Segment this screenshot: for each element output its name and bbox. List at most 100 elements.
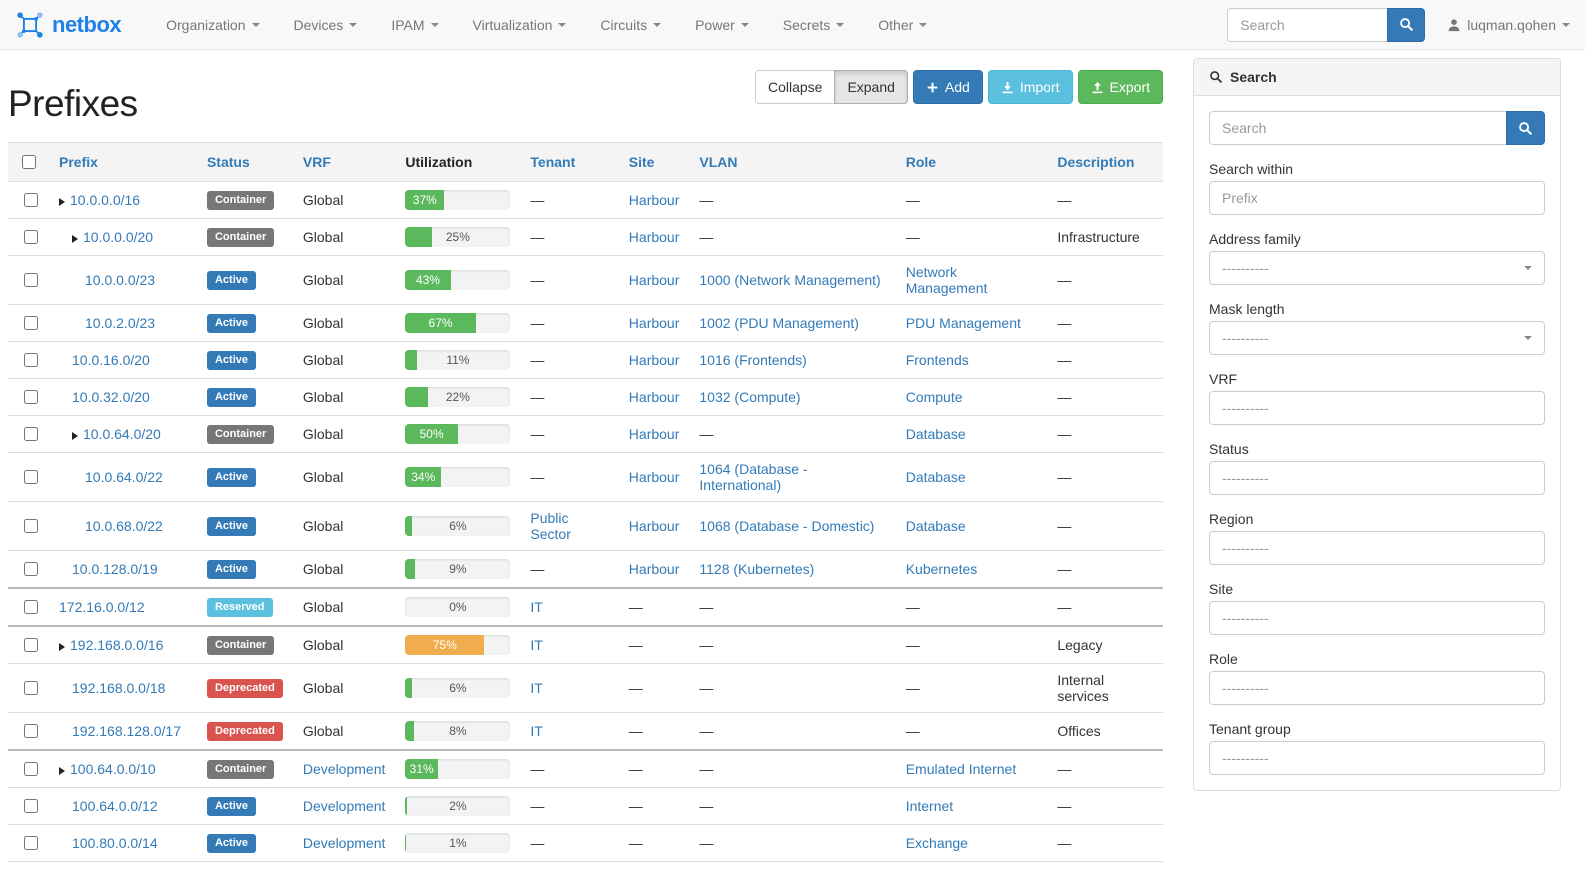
column-header-label[interactable]: Status: [206, 154, 250, 170]
vrf-value[interactable]: Development: [302, 798, 386, 814]
global-search-input[interactable]: [1227, 7, 1388, 42]
expand-caret-icon[interactable]: [72, 432, 78, 440]
prefix-link[interactable]: 192.168.128.0/17: [72, 723, 181, 739]
tenant-link[interactable]: IT: [530, 599, 543, 615]
column-header-label[interactable]: VLAN: [699, 154, 738, 170]
column-header-label[interactable]: Site: [628, 154, 655, 170]
vlan-link[interactable]: 1064 (Database - International): [699, 461, 808, 493]
role-select[interactable]: ----------: [1209, 671, 1545, 705]
role-link[interactable]: Compute: [905, 389, 963, 405]
role-link[interactable]: Emulated Internet: [905, 761, 1017, 777]
tenant-group-select[interactable]: ----------: [1209, 741, 1545, 775]
status-select[interactable]: ----------: [1209, 461, 1545, 495]
search-within-input[interactable]: [1209, 181, 1545, 215]
prefix-link[interactable]: 192.168.0.0/16: [70, 637, 164, 653]
prefix-link[interactable]: 10.0.68.0/22: [85, 518, 163, 534]
site-link[interactable]: Harbour: [628, 229, 680, 245]
expand-caret-icon[interactable]: [59, 198, 65, 206]
row-checkbox[interactable]: [24, 193, 38, 207]
role-link[interactable]: Network Management: [905, 264, 988, 296]
filter-search-button[interactable]: [1506, 111, 1545, 145]
expand-caret-icon[interactable]: [59, 643, 65, 651]
vrf-value[interactable]: Development: [302, 835, 386, 851]
prefix-link[interactable]: 10.0.32.0/20: [72, 389, 150, 405]
vlan-link[interactable]: 1032 (Compute): [699, 389, 801, 405]
row-checkbox[interactable]: [24, 762, 38, 776]
row-checkbox[interactable]: [24, 562, 38, 576]
tenant-link[interactable]: IT: [530, 637, 543, 653]
add-button[interactable]: Add: [912, 70, 983, 104]
column-header-label[interactable]: Prefix: [59, 154, 98, 170]
nav-item-devices[interactable]: Devices: [277, 0, 375, 50]
nav-item-secrets[interactable]: Secrets: [766, 0, 861, 50]
role-link[interactable]: Database: [905, 426, 966, 442]
vlan-link[interactable]: 1002 (PDU Management): [699, 315, 859, 331]
role-link[interactable]: Exchange: [905, 835, 968, 851]
mask-length-select[interactable]: ----------: [1209, 321, 1545, 355]
nav-item-circuits[interactable]: Circuits: [583, 0, 678, 50]
prefix-link[interactable]: 10.0.0.0/16: [70, 192, 141, 208]
site-link[interactable]: Harbour: [628, 192, 680, 208]
site-link[interactable]: Harbour: [628, 561, 680, 577]
row-checkbox[interactable]: [24, 519, 38, 533]
export-button[interactable]: Export: [1077, 70, 1163, 104]
prefix-link[interactable]: 10.0.64.0/22: [85, 469, 163, 485]
prefix-link[interactable]: 10.0.64.0/20: [83, 426, 161, 442]
row-checkbox[interactable]: [24, 724, 38, 738]
prefix-link[interactable]: 10.0.0.0/23: [85, 272, 156, 288]
site-link[interactable]: Harbour: [628, 518, 680, 534]
role-link[interactable]: PDU Management: [905, 315, 1021, 331]
site-link[interactable]: Harbour: [628, 426, 680, 442]
import-button[interactable]: Import: [987, 70, 1073, 104]
expand-caret-icon[interactable]: [59, 767, 65, 775]
role-link[interactable]: Database: [905, 469, 966, 485]
tenant-link[interactable]: IT: [530, 680, 543, 696]
nav-item-ipam[interactable]: IPAM: [374, 0, 455, 50]
expand-button[interactable]: Expand: [834, 70, 908, 104]
row-checkbox[interactable]: [24, 390, 38, 404]
nav-item-organization[interactable]: Organization: [149, 0, 276, 50]
row-checkbox[interactable]: [24, 353, 38, 367]
vrf-value[interactable]: Development: [302, 761, 386, 777]
row-checkbox[interactable]: [24, 230, 38, 244]
column-header-label[interactable]: VRF: [302, 154, 331, 170]
vrf-select[interactable]: ----------: [1209, 391, 1545, 425]
column-header-label[interactable]: Tenant: [530, 154, 576, 170]
row-checkbox[interactable]: [24, 600, 38, 614]
role-link[interactable]: Kubernetes: [905, 561, 978, 577]
prefix-link[interactable]: 100.64.0.0/12: [72, 798, 158, 814]
row-checkbox[interactable]: [24, 638, 38, 652]
column-header-label[interactable]: Role: [905, 154, 937, 170]
expand-caret-icon[interactable]: [72, 235, 78, 243]
prefix-link[interactable]: 10.0.2.0/23: [85, 315, 156, 331]
role-link[interactable]: Database: [905, 518, 966, 534]
site-select[interactable]: ----------: [1209, 601, 1545, 635]
vlan-link[interactable]: 1068 (Database - Domestic): [699, 518, 875, 534]
tenant-link[interactable]: IT: [530, 723, 543, 739]
tenant-link[interactable]: Public Sector: [530, 510, 571, 542]
prefix-link[interactable]: 100.64.0.0/10: [70, 761, 156, 777]
netbox-brand[interactable]: netbox: [15, 10, 122, 40]
role-link[interactable]: Internet: [905, 798, 954, 814]
nav-item-power[interactable]: Power: [678, 0, 766, 50]
nav-item-virtualization[interactable]: Virtualization: [456, 0, 584, 50]
role-link[interactable]: Frontends: [905, 352, 969, 368]
vlan-link[interactable]: 1016 (Frontends): [699, 352, 807, 368]
prefix-link[interactable]: 10.0.128.0/19: [72, 561, 158, 577]
filter-search-input[interactable]: [1209, 111, 1506, 145]
site-link[interactable]: Harbour: [628, 315, 680, 331]
row-checkbox[interactable]: [24, 273, 38, 287]
row-checkbox[interactable]: [24, 799, 38, 813]
prefix-link[interactable]: 10.0.0.0/20: [83, 229, 154, 245]
nav-item-other[interactable]: Other: [861, 0, 944, 50]
row-checkbox[interactable]: [24, 316, 38, 330]
prefix-link[interactable]: 172.16.0.0/12: [59, 599, 145, 615]
row-checkbox[interactable]: [24, 427, 38, 441]
site-link[interactable]: Harbour: [628, 272, 680, 288]
global-search-button[interactable]: [1387, 7, 1426, 42]
region-select[interactable]: ----------: [1209, 531, 1545, 565]
prefix-link[interactable]: 192.168.0.0/18: [72, 680, 166, 696]
select-all-checkbox[interactable]: [22, 155, 36, 169]
column-header-label[interactable]: Description: [1057, 154, 1135, 170]
user-menu[interactable]: luqman.qohen: [1447, 17, 1570, 33]
